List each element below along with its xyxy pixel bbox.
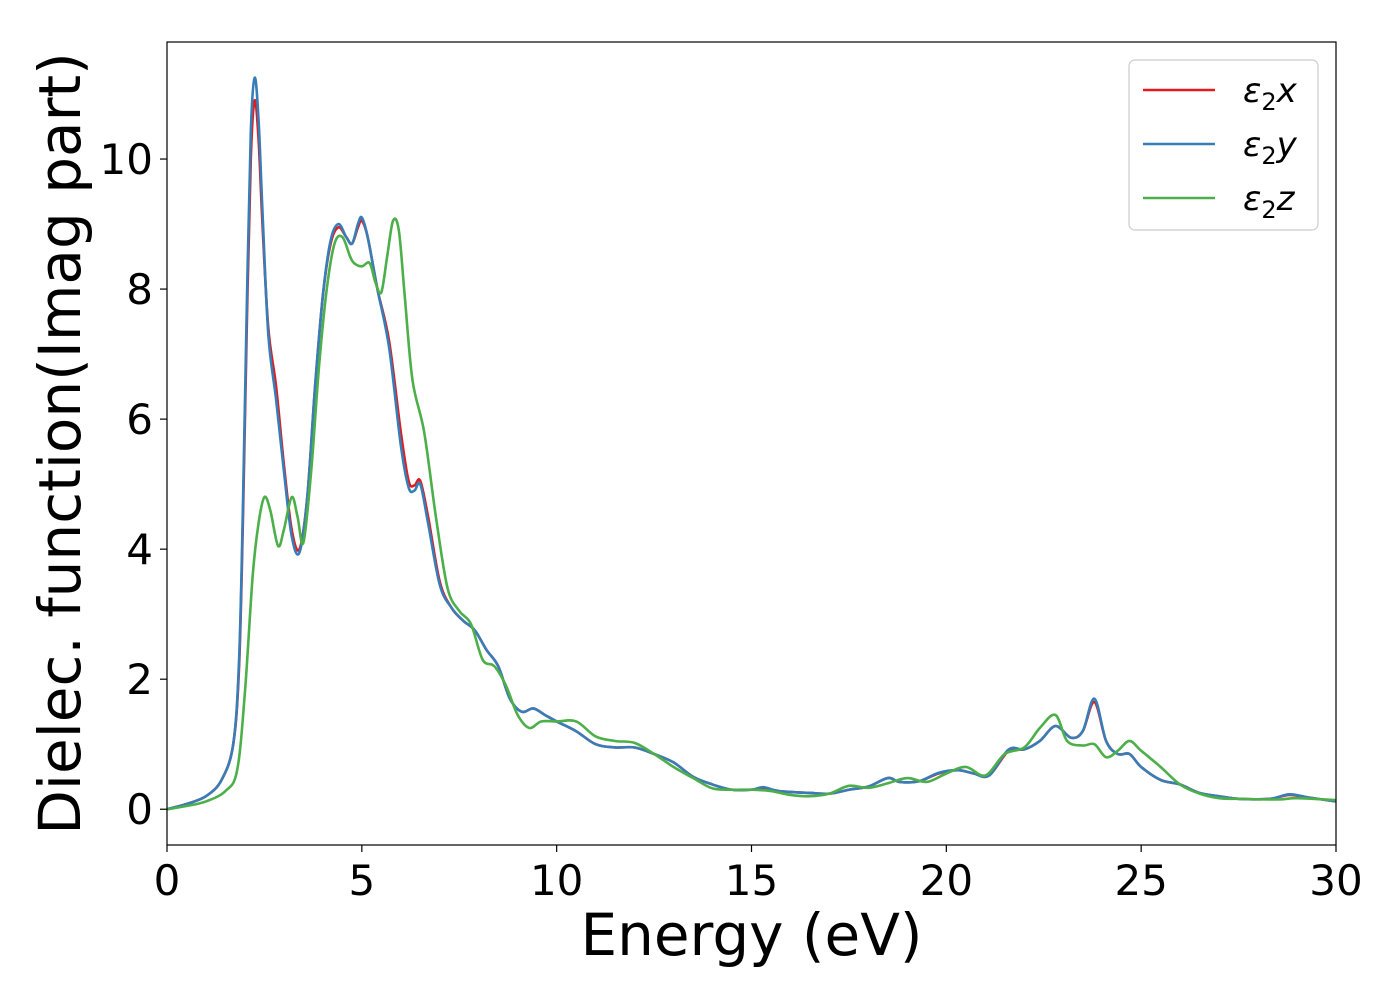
series-line-y (167, 76, 1336, 811)
x-tick-label: 30 (1309, 856, 1362, 905)
legend-label-z: ε2z (1243, 179, 1296, 224)
x-tick-label: 10 (530, 856, 583, 905)
x-axis-title: Energy (eV) (580, 901, 922, 969)
y-tick-label: 0 (126, 785, 153, 834)
legend-epsilon: ε (1243, 179, 1261, 219)
x-axis: 0 5 10 15 20 25 30 (154, 845, 1363, 905)
y-axis-title: Dielec. function(Imag part) (26, 52, 94, 835)
y-tick-label: 8 (126, 265, 153, 314)
y-tick-label: 6 (126, 395, 153, 444)
legend-subscript: 2 (1261, 196, 1276, 224)
series-line-z (167, 217, 1336, 811)
legend-epsilon: ε (1243, 71, 1261, 111)
x-tick-label: 25 (1114, 856, 1167, 905)
legend-label-y: ε2y (1243, 125, 1298, 170)
legend-axis: z (1276, 179, 1296, 219)
legend-subscript: 2 (1261, 142, 1276, 170)
series-layer (167, 76, 1336, 811)
y-tick-label: 4 (126, 525, 153, 574)
y-tick-label: 10 (100, 135, 153, 184)
legend-label-x: ε2x (1243, 71, 1298, 116)
legend-axis: y (1276, 125, 1298, 165)
legend-subscript: 2 (1261, 88, 1276, 116)
legend-axis: x (1276, 71, 1298, 111)
x-tick-label: 20 (920, 856, 973, 905)
x-tick-label: 0 (154, 856, 181, 905)
legend-epsilon: ε (1243, 125, 1261, 165)
x-tick-label: 5 (348, 856, 375, 905)
y-tick-label: 2 (126, 655, 153, 704)
y-axis: 0 2 4 6 8 10 (100, 135, 167, 834)
legend-box (1128, 59, 1319, 231)
x-tick-label: 15 (725, 856, 778, 905)
